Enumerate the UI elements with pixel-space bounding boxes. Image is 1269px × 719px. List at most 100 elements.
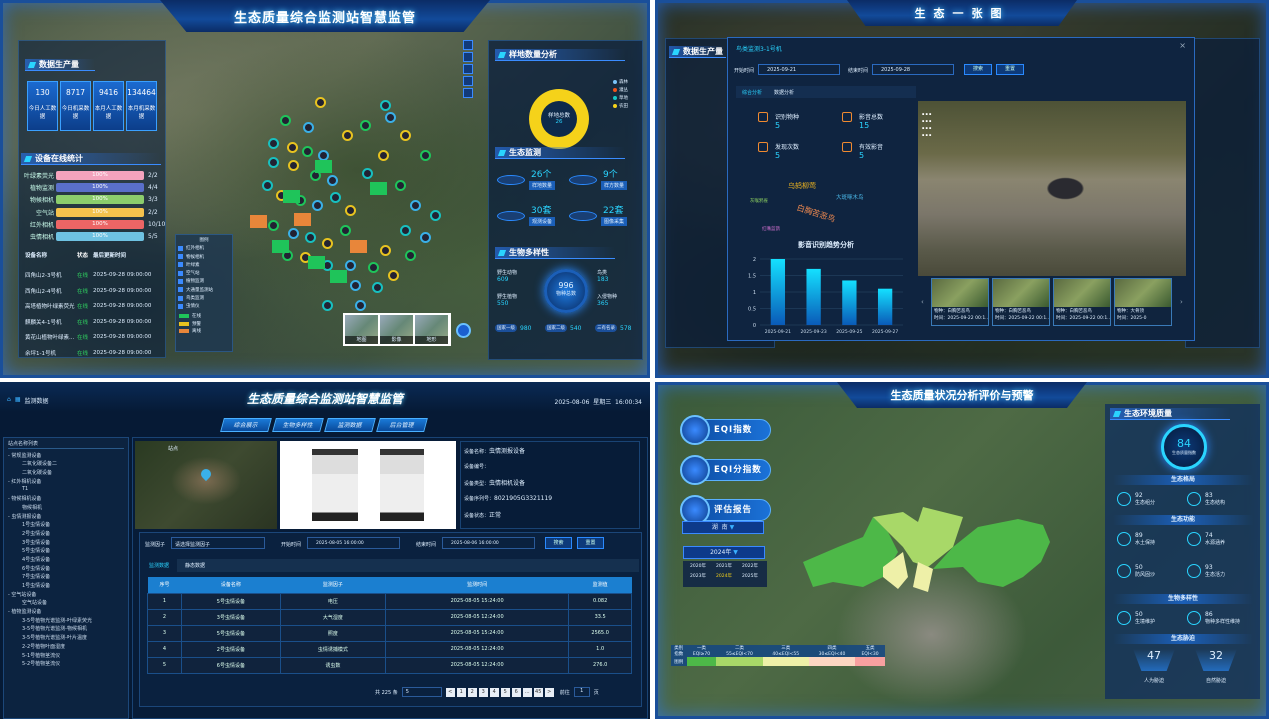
tree-node[interactable]: 6号虫情设备: [22, 565, 51, 572]
photo-thumbnail[interactable]: 物种：大骨顶 时间：2025-0: [1114, 278, 1172, 326]
basemap-option[interactable]: 地图: [345, 315, 378, 344]
tree-node[interactable]: 5-2号植物茎流仪: [22, 661, 61, 668]
column-header[interactable]: 监测值: [568, 577, 632, 593]
reset-button[interactable]: 重置: [996, 64, 1024, 75]
device-marker-icon[interactable]: [388, 270, 399, 281]
tree-node[interactable]: 3-5号植物光谱监测-物候相机: [22, 626, 87, 633]
tree-node[interactable]: 2号虫情设备: [22, 530, 51, 537]
device-marker-icon[interactable]: [395, 180, 406, 191]
checkbox-icon[interactable]: [178, 245, 183, 251]
page-button[interactable]: ...: [522, 687, 532, 697]
station-map[interactable]: 站点: [135, 441, 277, 529]
end-time-input[interactable]: 2025-08-06 16:00:00: [442, 537, 535, 549]
page-size-select[interactable]: 5: [401, 687, 442, 697]
photo-thumbnail[interactable]: 物种：白胸苦恶鸟 时间：2025-09-22 00:1...: [992, 278, 1050, 326]
home-icon[interactable]: ⌂: [7, 396, 11, 403]
nav-tab[interactable]: 后台管理: [376, 418, 428, 432]
device-marker-icon[interactable]: [400, 130, 411, 141]
page-button[interactable]: <: [445, 687, 455, 697]
device-marker-icon[interactable]: [420, 232, 431, 243]
status-tag[interactable]: [283, 190, 300, 203]
device-marker-icon[interactable]: [430, 210, 441, 221]
checkbox-icon[interactable]: [178, 254, 183, 260]
status-tag[interactable]: [250, 215, 267, 228]
table-row[interactable]: 1 5号虫情设备 电压 2025-08-05 15:24:00 0.082: [147, 592, 632, 610]
tree-node[interactable]: 二氧化碳设备: [22, 470, 53, 477]
device-marker-icon[interactable]: [280, 115, 291, 126]
page-button[interactable]: 1: [456, 687, 466, 697]
zoom-in-icon[interactable]: [463, 64, 473, 74]
layers-icon[interactable]: [463, 40, 473, 50]
year-select[interactable]: 2024年 ▼: [683, 546, 765, 559]
checkbox-icon[interactable]: [178, 295, 183, 301]
device-marker-icon[interactable]: [327, 175, 338, 186]
checkbox-icon[interactable]: [178, 303, 183, 309]
device-marker-icon[interactable]: [262, 180, 273, 191]
status-tag[interactable]: [370, 182, 387, 195]
tree-node[interactable]: - 常规监测设备: [8, 452, 42, 459]
layer-checkbox[interactable]: 大通量监测站: [178, 287, 230, 293]
tree-node[interactable]: 5-1号植物茎流仪: [22, 652, 61, 659]
status-tag[interactable]: [308, 256, 325, 269]
table-row[interactable]: 3 5号虫情设备 照度 2025-08-05 15:24:00 2565.0: [147, 624, 632, 642]
status-tag[interactable]: [315, 160, 332, 173]
photo-thumbnail[interactable]: 物种：白胸苦恶鸟 时间：2025-09-22 00:1...: [931, 278, 989, 326]
device-marker-icon[interactable]: [322, 300, 333, 311]
basemap-option[interactable]: 地形: [415, 315, 448, 344]
device-marker-icon[interactable]: [405, 250, 416, 261]
year-option[interactable]: 2024年: [716, 574, 732, 579]
year-option[interactable]: 2021年: [716, 564, 732, 569]
region-select[interactable]: 湖 南 ▼: [682, 521, 764, 534]
status-tag[interactable]: [330, 270, 347, 283]
search-button[interactable]: 搜索: [964, 64, 992, 75]
device-marker-icon[interactable]: [287, 142, 298, 153]
device-marker-icon[interactable]: [420, 150, 431, 161]
goto-page-input[interactable]: 1: [573, 687, 590, 697]
status-tag[interactable]: [294, 213, 311, 226]
detection-photo[interactable]: ▪ ▪ ▪ ▪ ▪ ▪ ▪ ▪ ▪ ▪ ▪ ▪: [918, 101, 1186, 276]
layer-checkbox[interactable]: 虫情仪: [178, 303, 230, 309]
device-marker-icon[interactable]: [268, 138, 279, 149]
close-icon[interactable]: ×: [1179, 41, 1186, 50]
device-marker-icon[interactable]: [288, 228, 299, 239]
location-pin-icon[interactable]: [198, 466, 214, 482]
year-option[interactable]: 2022年: [742, 564, 758, 569]
device-marker-icon[interactable]: [288, 160, 299, 171]
basemap-option[interactable]: 影像: [380, 315, 413, 344]
device-marker-icon[interactable]: [268, 220, 279, 231]
device-marker-icon[interactable]: [340, 225, 351, 236]
tab-overview[interactable]: 综合分析: [742, 89, 763, 96]
page-button[interactable]: 2: [467, 687, 477, 697]
device-marker-icon[interactable]: [362, 168, 373, 179]
table-row[interactable]: 4 2号虫情设备 虫情诱捕模式 2025-08-05 12:24:00 1.0: [147, 640, 632, 658]
tree-node[interactable]: 1号虫情设备: [22, 583, 51, 589]
table-row[interactable]: 四角山2-3号机 在线 2025-09-28 09:00:00: [25, 268, 165, 282]
start-time-input[interactable]: 2025-08-05 16:00:00: [307, 537, 400, 549]
photo-thumbnail[interactable]: 物种：白胸苦恶鸟 时间：2025-09-22 00:1...: [1053, 278, 1111, 326]
tree-node[interactable]: - 物候相机设备: [8, 496, 42, 503]
eqi-nav-button[interactable]: 评估报告: [680, 495, 771, 525]
page-button[interactable]: 3: [478, 687, 488, 697]
layer-checkbox[interactable]: 叶绿素: [178, 262, 230, 268]
tree-node[interactable]: - 虫情测报设备: [8, 513, 42, 520]
device-marker-icon[interactable]: [302, 146, 313, 157]
eqi-nav-button[interactable]: EQI指数: [680, 415, 771, 445]
tree-node[interactable]: T1: [22, 486, 29, 493]
status-tag[interactable]: [350, 240, 367, 253]
tree-node[interactable]: 5号虫情设备: [22, 548, 51, 555]
table-row[interactable]: 黄花山植物叶绿素... 在线 2025-09-28 09:00:00: [25, 330, 165, 344]
tree-node[interactable]: 空气站设备: [22, 600, 48, 607]
layer-checkbox[interactable]: 物候相机: [178, 254, 230, 260]
device-marker-icon[interactable]: [268, 157, 279, 168]
device-marker-icon[interactable]: [355, 300, 366, 311]
page-button[interactable]: 4: [489, 687, 499, 697]
year-option[interactable]: 2025年: [742, 574, 758, 579]
device-marker-icon[interactable]: [303, 122, 314, 133]
checkbox-icon[interactable]: [178, 278, 183, 284]
checkbox-icon[interactable]: [178, 287, 183, 293]
tree-node[interactable]: 3-5号植物光谱监测-叶片温度: [22, 635, 87, 642]
tab-monitoring-data[interactable]: 监测数据: [141, 559, 178, 572]
layer-checkbox[interactable]: 红外相机: [178, 245, 230, 251]
tab-static-data[interactable]: 静态数据: [185, 563, 206, 569]
device-marker-icon[interactable]: [350, 280, 361, 291]
